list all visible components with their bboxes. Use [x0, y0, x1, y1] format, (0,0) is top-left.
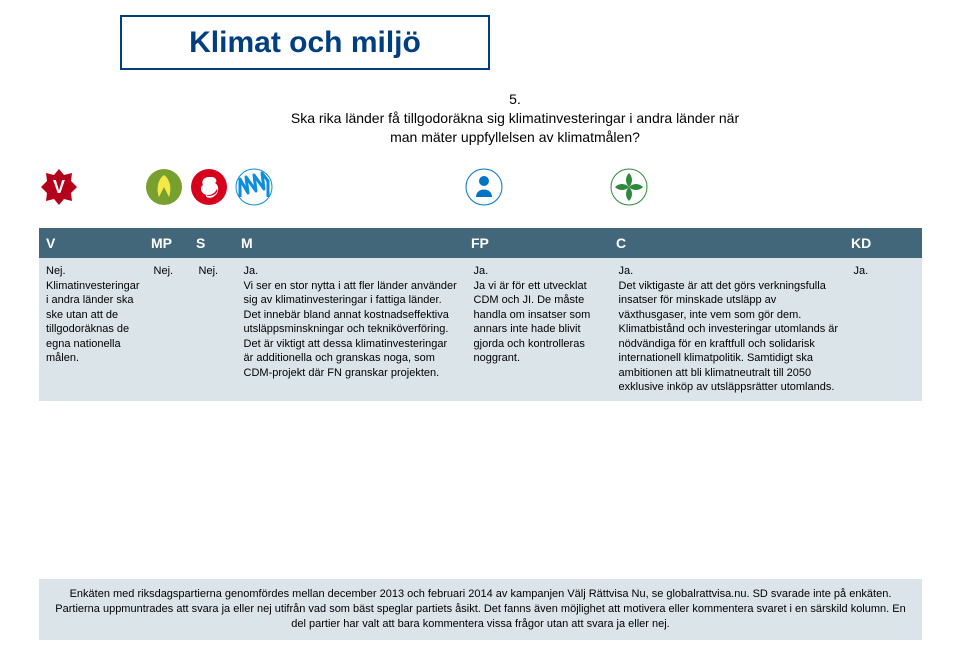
- question-text: Ska rika länder få tillgodoräkna sig kli…: [280, 109, 750, 147]
- logo-s: [189, 162, 234, 212]
- logo-m: [234, 162, 464, 212]
- page-title-box: Klimat och miljö: [120, 15, 490, 70]
- logo-mp: [144, 162, 189, 212]
- footer-note: Enkäten med riksdagspartierna genomförde…: [39, 579, 922, 640]
- logo-fp: [464, 162, 609, 212]
- question-number: 5.: [280, 90, 750, 109]
- page-title: Klimat och miljö: [189, 26, 421, 60]
- col-head-c-label: C: [616, 235, 626, 251]
- col-head-s: S: [189, 228, 234, 258]
- party-header-row: V MP S M FP C KD: [39, 228, 922, 258]
- answer-c: Ja.Det viktigaste är att det görs verkni…: [612, 258, 847, 401]
- col-head-v: V: [39, 228, 144, 258]
- col-head-mp-label: MP: [151, 235, 172, 251]
- col-head-fp-label: FP: [471, 235, 489, 251]
- logo-v: V: [39, 162, 144, 212]
- col-head-m-label: M: [241, 235, 253, 251]
- answer-row: Nej.Klimatinvesteringar i andra länder s…: [39, 258, 922, 401]
- question-block: 5. Ska rika länder få tillgodoräkna sig …: [280, 90, 750, 147]
- svg-text:V: V: [53, 177, 65, 197]
- col-head-fp: FP: [464, 228, 609, 258]
- col-head-mp: MP: [144, 228, 189, 258]
- col-head-s-label: S: [196, 235, 205, 251]
- answer-mp: Nej.: [147, 258, 192, 401]
- party-logo-row: V: [39, 162, 922, 212]
- col-head-c: C: [609, 228, 844, 258]
- col-head-kd: KD: [844, 228, 922, 258]
- col-head-m: M: [234, 228, 464, 258]
- col-head-kd-label: KD: [851, 235, 871, 251]
- answer-fp: Ja.Ja vi är för ett utvecklat CDM och JI…: [467, 258, 612, 401]
- answer-s: Nej.: [192, 258, 237, 401]
- col-head-v-label: V: [46, 235, 55, 251]
- logo-c: [609, 162, 844, 212]
- logo-kd: [844, 162, 922, 212]
- answer-v: Nej.Klimatinvesteringar i andra länder s…: [39, 258, 147, 401]
- answer-m: Ja.Vi ser en stor nytta i att fler lände…: [237, 258, 467, 401]
- answer-kd: Ja.: [847, 258, 925, 401]
